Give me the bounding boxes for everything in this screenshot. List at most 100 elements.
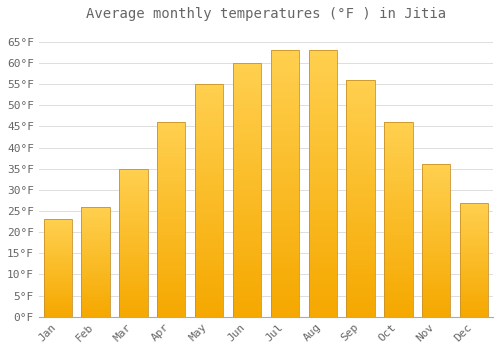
- Bar: [270, 104, 299, 109]
- Bar: [82, 224, 110, 226]
- Bar: [82, 222, 110, 224]
- Bar: [308, 120, 337, 125]
- Bar: [270, 109, 299, 114]
- Bar: [233, 144, 261, 149]
- Bar: [384, 262, 412, 266]
- Bar: [422, 268, 450, 271]
- Bar: [308, 88, 337, 93]
- Bar: [157, 196, 186, 200]
- Bar: [119, 198, 148, 201]
- Bar: [82, 290, 110, 293]
- Bar: [422, 286, 450, 289]
- Bar: [384, 138, 412, 142]
- Bar: [384, 184, 412, 188]
- Bar: [82, 264, 110, 266]
- Bar: [346, 85, 375, 89]
- Bar: [346, 137, 375, 141]
- Bar: [195, 98, 224, 103]
- Bar: [44, 284, 72, 286]
- Bar: [422, 271, 450, 274]
- Bar: [44, 254, 72, 257]
- Bar: [233, 266, 261, 271]
- Bar: [422, 253, 450, 256]
- Bar: [422, 256, 450, 259]
- Bar: [460, 267, 488, 269]
- Bar: [308, 258, 337, 264]
- Bar: [157, 223, 186, 227]
- Bar: [270, 130, 299, 135]
- Bar: [44, 223, 72, 225]
- Bar: [308, 104, 337, 109]
- Bar: [233, 210, 261, 215]
- Bar: [233, 83, 261, 88]
- Bar: [233, 98, 261, 104]
- Bar: [422, 183, 450, 186]
- Bar: [422, 164, 450, 317]
- Bar: [82, 240, 110, 242]
- Bar: [157, 231, 186, 235]
- Bar: [82, 282, 110, 284]
- Bar: [308, 221, 337, 226]
- Bar: [346, 293, 375, 298]
- Bar: [346, 251, 375, 255]
- Bar: [308, 66, 337, 71]
- Bar: [157, 165, 186, 169]
- Bar: [157, 149, 186, 153]
- Bar: [82, 284, 110, 286]
- Bar: [82, 306, 110, 308]
- Bar: [82, 279, 110, 282]
- Bar: [233, 251, 261, 256]
- Bar: [233, 73, 261, 78]
- Bar: [422, 247, 450, 250]
- Bar: [460, 260, 488, 262]
- Bar: [44, 274, 72, 276]
- Bar: [119, 293, 148, 296]
- Bar: [119, 216, 148, 219]
- Bar: [422, 204, 450, 207]
- Bar: [460, 228, 488, 230]
- Bar: [157, 219, 186, 223]
- Bar: [82, 310, 110, 313]
- Bar: [195, 275, 224, 280]
- Bar: [233, 231, 261, 236]
- Bar: [270, 61, 299, 66]
- Bar: [44, 286, 72, 288]
- Bar: [270, 269, 299, 274]
- Bar: [82, 207, 110, 317]
- Bar: [384, 289, 412, 293]
- Bar: [308, 56, 337, 61]
- Bar: [157, 278, 186, 282]
- Bar: [195, 121, 224, 126]
- Bar: [270, 280, 299, 285]
- Bar: [460, 251, 488, 253]
- Bar: [44, 219, 72, 222]
- Bar: [270, 205, 299, 210]
- Bar: [346, 194, 375, 198]
- Bar: [346, 217, 375, 222]
- Bar: [308, 50, 337, 317]
- Bar: [308, 173, 337, 178]
- Bar: [384, 130, 412, 134]
- Bar: [157, 146, 186, 149]
- Bar: [119, 237, 148, 240]
- Bar: [346, 175, 375, 179]
- Bar: [195, 294, 224, 298]
- Bar: [346, 156, 375, 160]
- Bar: [195, 177, 224, 182]
- Bar: [44, 243, 72, 245]
- Bar: [308, 114, 337, 120]
- Bar: [157, 204, 186, 208]
- Bar: [44, 270, 72, 272]
- Bar: [384, 223, 412, 227]
- Bar: [308, 264, 337, 269]
- Bar: [460, 287, 488, 289]
- Bar: [270, 264, 299, 269]
- Bar: [82, 266, 110, 268]
- Bar: [82, 297, 110, 299]
- Bar: [460, 205, 488, 207]
- Bar: [460, 255, 488, 257]
- Bar: [157, 126, 186, 130]
- Bar: [346, 165, 375, 170]
- Bar: [157, 251, 186, 254]
- Bar: [422, 250, 450, 253]
